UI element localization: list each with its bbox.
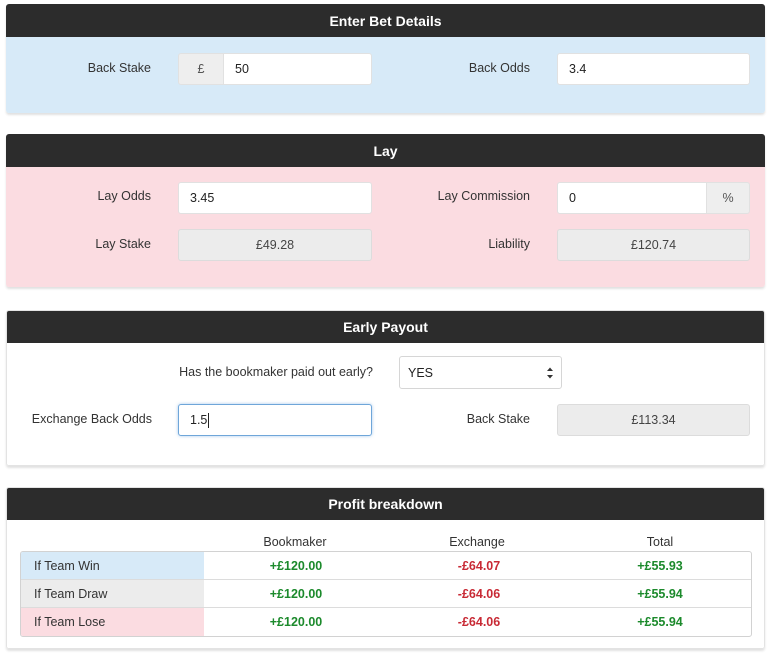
col-header-total: Total: [646, 535, 674, 549]
draw-bookmaker: +£120.00: [269, 586, 323, 601]
early-back-stake-output: £113.34: [557, 404, 750, 436]
text-caret: [208, 412, 210, 428]
table-row-win: If Team Win +£120.00 -£64.07 +£55.93: [21, 552, 751, 580]
back-odds-label: Back Odds: [468, 61, 530, 75]
draw-total: +£55.94: [637, 586, 683, 601]
back-stake-label: Back Stake: [87, 61, 151, 75]
bet-details-body: Back Stake £ 50 Back Odds 3.4: [6, 37, 765, 113]
back-odds-input[interactable]: 3.4: [557, 53, 750, 85]
lose-total: +£55.94: [637, 615, 683, 629]
back-stake-input[interactable]: 50: [223, 53, 372, 85]
lay-stake-output: £49.28: [178, 229, 372, 261]
liability-output: £120.74: [557, 229, 750, 261]
table-row-draw: If Team Draw +£120.00 -£64.06 +£55.94: [21, 580, 751, 608]
bet-details-panel: Enter Bet Details Back Stake £ 50 Back O…: [6, 4, 765, 113]
exchange-back-odds-label: Exchange Back Odds: [31, 412, 152, 426]
exchange-back-odds-input[interactable]: 1.5: [178, 404, 372, 436]
profit-body: Bookmaker Exchange Total If Team Win +£1…: [7, 520, 764, 648]
bet-details-header: Enter Bet Details: [6, 4, 765, 37]
row-label-lose: If Team Lose: [21, 608, 204, 636]
lay-odds-label: Lay Odds: [97, 189, 151, 203]
table-row-lose: If Team Lose +£120.00 -£64.06 +£55.94: [21, 608, 751, 636]
select-arrows-icon: [547, 367, 553, 379]
early-payout-question: Has the bookmaker paid out early?: [179, 365, 373, 379]
lose-exchange: -£64.06: [457, 615, 501, 629]
draw-exchange: -£64.06: [457, 586, 501, 601]
exchange-back-odds-value: 1.5: [190, 413, 208, 427]
early-payout-header: Early Payout: [7, 311, 764, 343]
col-header-exchange: Exchange: [449, 535, 505, 549]
row-label-draw: If Team Draw: [21, 580, 204, 607]
lay-odds-value: 3.45: [190, 191, 215, 205]
lose-bookmaker: +£120.00: [269, 615, 323, 629]
lay-header: Lay: [6, 134, 765, 167]
lay-body: Lay Odds 3.45 Lay Commission 0 % Lay Sta…: [6, 167, 765, 287]
early-back-stake-label: Back Stake: [466, 412, 530, 426]
early-payout-body: Has the bookmaker paid out early? YES Ex…: [7, 343, 764, 465]
early-payout-selected: YES: [408, 365, 434, 380]
early-payout-select[interactable]: YES: [399, 356, 562, 389]
lay-stake-label: Lay Stake: [95, 237, 151, 251]
profit-header: Profit breakdown: [7, 488, 764, 520]
lay-odds-input[interactable]: 3.45: [178, 182, 372, 214]
lay-commission-label: Lay Commission: [437, 189, 530, 203]
profit-table: If Team Win +£120.00 -£64.07 +£55.93 If …: [20, 551, 752, 637]
win-bookmaker: +£120.00: [269, 558, 323, 573]
profit-panel: Profit breakdown Bookmaker Exchange Tota…: [6, 487, 765, 649]
lay-panel: Lay Lay Odds 3.45 Lay Commission 0 % Lay…: [6, 134, 765, 287]
back-stake-value: 50: [235, 62, 249, 76]
col-header-bookmaker: Bookmaker: [263, 535, 327, 549]
win-total: +£55.93: [637, 558, 683, 573]
win-exchange: -£64.07: [457, 558, 501, 573]
lay-commission-value: 0: [569, 191, 576, 205]
early-payout-panel: Early Payout Has the bookmaker paid out …: [6, 310, 765, 466]
percent-addon: %: [706, 182, 750, 214]
liability-label: Liability: [488, 237, 530, 251]
back-odds-value: 3.4: [569, 62, 587, 76]
currency-addon: £: [178, 53, 224, 85]
lay-commission-input[interactable]: 0: [557, 182, 707, 214]
row-label-win: If Team Win: [21, 552, 204, 579]
